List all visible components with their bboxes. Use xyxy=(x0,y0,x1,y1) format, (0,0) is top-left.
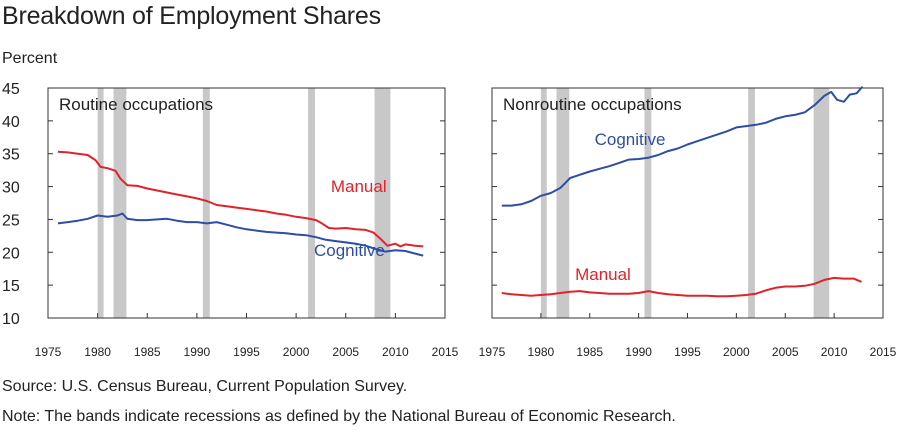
routine-x-tick-label: 2015 xyxy=(432,345,459,359)
nonroutine-recession-band-1 xyxy=(540,88,547,318)
nonroutine-x-tick-label: 2000 xyxy=(723,345,750,359)
y-axis-unit: Percent xyxy=(2,50,58,67)
nonroutine-x-tick-label: 1990 xyxy=(625,345,652,359)
nonroutine-x-tick-label: 2005 xyxy=(772,345,799,359)
routine-x-tick-label: 1980 xyxy=(84,345,111,359)
y-tick-label: 25 xyxy=(2,212,20,229)
nonroutine-recession-band-3 xyxy=(644,88,652,318)
y-tick-label: 20 xyxy=(2,245,20,262)
nonroutine-manual-line xyxy=(501,276,862,298)
nonroutine-x-tick-label: 1985 xyxy=(576,345,603,359)
routine-x-tick-label: 1985 xyxy=(134,345,161,359)
y-tick-label: 30 xyxy=(2,180,20,197)
nonroutine-recession-band-5 xyxy=(813,88,830,318)
nonroutine-panel-title: Nonroutine occupations xyxy=(503,95,682,114)
routine-x-tick-label: 2005 xyxy=(332,345,359,359)
nonroutine-recession-band-2 xyxy=(556,88,570,318)
nonroutine-x-tick-label: 1975 xyxy=(479,345,506,359)
chart-title: Breakdown of Employment Shares xyxy=(2,2,381,30)
routine-manual-label: Manual xyxy=(331,177,387,196)
recession-note: Note: The bands indicate recessions as d… xyxy=(2,408,676,425)
nonroutine-x-tick-label: 2010 xyxy=(821,345,848,359)
routine-x-tick-label: 1975 xyxy=(35,345,62,359)
nonroutine-x-tick-label: 1980 xyxy=(528,345,555,359)
panel-nonroutine: 1975 1980 1985 1990 1995 2000 2005 2010 2015 Nonr… xyxy=(479,86,897,359)
routine-x-tick-label: 1990 xyxy=(184,345,211,359)
nonroutine-cognitive-line xyxy=(501,86,864,207)
y-tick-label: 40 xyxy=(2,114,20,131)
nonroutine-manual-label: Manual xyxy=(575,265,631,284)
routine-x-tick-label: 2010 xyxy=(382,345,409,359)
routine-panel-title: Routine occupations xyxy=(59,95,213,114)
routine-recession-band-1 xyxy=(97,88,104,318)
y-tick-label: 10 xyxy=(2,311,20,328)
y-tick-label: 15 xyxy=(2,278,20,295)
routine-cognitive-label: Cognitive xyxy=(314,241,385,260)
routine-recession-band-3 xyxy=(202,88,210,318)
y-tick-label: 35 xyxy=(2,147,20,164)
routine-cognitive-line xyxy=(57,212,424,257)
routine-recession-band-5 xyxy=(374,88,391,318)
y-tick-label: 45 xyxy=(2,81,20,98)
routine-x-tick-label: 2000 xyxy=(283,345,310,359)
routine-x-tick-label: 1995 xyxy=(233,345,260,359)
nonroutine-x-tick-label: 1995 xyxy=(674,345,701,359)
nonroutine-recession-band-4 xyxy=(748,88,755,318)
source-note: Source: U.S. Census Bureau, Current Popu… xyxy=(2,378,408,395)
nonroutine-cognitive-label: Cognitive xyxy=(595,130,666,149)
panel-routine: 10 15 20 25 30 35 40 45 1975 1980 1985 1990 1995 2000… xyxy=(2,81,459,359)
routine-manual-line xyxy=(57,150,424,248)
routine-recession-band-4 xyxy=(308,88,315,318)
nonroutine-x-tick-label: 2015 xyxy=(870,345,897,359)
routine-recession-band-2 xyxy=(113,88,127,318)
